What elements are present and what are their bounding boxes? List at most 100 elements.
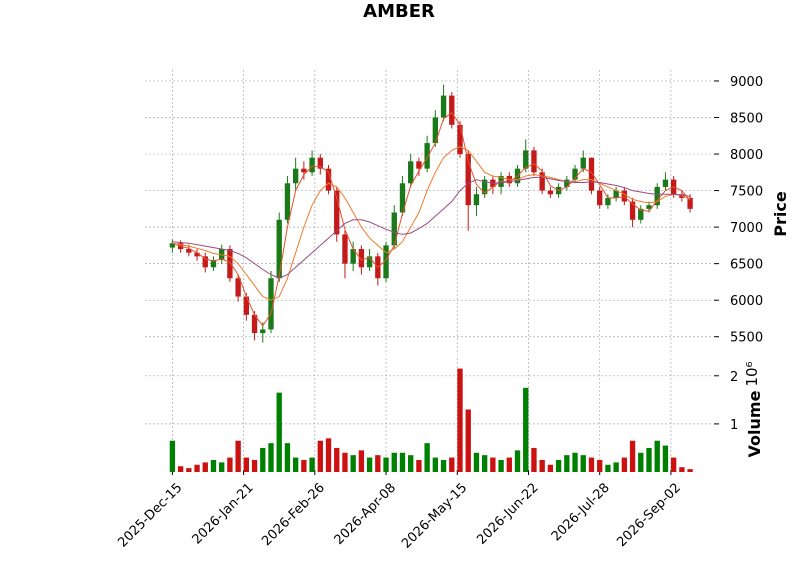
volume-bar xyxy=(572,452,578,472)
candle-body xyxy=(317,157,323,169)
y-tick-label: 7500 xyxy=(730,185,763,200)
y-tick-label: 8000 xyxy=(730,148,763,163)
candle-body xyxy=(260,329,266,334)
candle-body xyxy=(251,314,258,334)
volume-bar xyxy=(432,457,439,472)
candle-body xyxy=(613,190,619,198)
volume-bar xyxy=(408,455,414,472)
volume-bar xyxy=(276,392,282,472)
candle-body xyxy=(268,278,274,330)
volume-bar xyxy=(309,457,315,472)
candle-body xyxy=(210,260,217,268)
volume-bar xyxy=(539,459,545,472)
volume-bar xyxy=(588,457,595,472)
volume-bar xyxy=(416,459,422,472)
candle-body xyxy=(301,168,307,173)
volume-bar xyxy=(481,455,488,472)
volume-scale-label: 10⁶ xyxy=(743,361,761,386)
candle-body xyxy=(424,143,430,169)
candle-body xyxy=(391,212,397,246)
candle-body xyxy=(572,168,578,180)
candle-body xyxy=(350,249,356,264)
candle-body xyxy=(227,249,233,279)
candle-body xyxy=(457,124,463,155)
volume-bar xyxy=(597,459,603,472)
volume-bar xyxy=(383,457,389,472)
y-tick-label: 7000 xyxy=(730,221,763,236)
x-tick-label: 2026-Jul-28 xyxy=(549,480,613,544)
volume-tick-label: 1 xyxy=(730,418,738,433)
y-axis-label: Price xyxy=(771,191,790,237)
volume-bar xyxy=(547,464,554,472)
candle-body xyxy=(440,95,447,118)
candle-body xyxy=(638,208,644,220)
candle-body xyxy=(662,179,669,187)
volume-bar xyxy=(301,459,307,472)
candle-body xyxy=(202,256,208,268)
volume-bar xyxy=(449,457,455,472)
volume-bar xyxy=(292,457,299,472)
candle-body xyxy=(235,278,241,297)
x-tick-label: 2025-Dec-15 xyxy=(115,480,185,550)
candle-body xyxy=(169,243,176,248)
y-tick-label: 6000 xyxy=(730,294,763,309)
volume-bar xyxy=(342,452,348,472)
volume-bar xyxy=(490,457,496,472)
y-tick-label: 8500 xyxy=(730,112,763,127)
volume-bar xyxy=(555,459,562,472)
volume-bar xyxy=(440,459,447,472)
candle-body xyxy=(646,205,652,209)
candle-body xyxy=(465,154,471,206)
volume-bar xyxy=(194,464,200,472)
volume-bar xyxy=(687,469,693,472)
y-tick-label: 5500 xyxy=(730,331,763,346)
x-tick-label: 2026-Jan-21 xyxy=(190,480,257,547)
candle-body xyxy=(416,161,422,169)
volume-bar xyxy=(334,447,340,472)
moving-average-line xyxy=(172,176,691,279)
candle-body xyxy=(588,157,595,191)
candle-body xyxy=(325,168,332,191)
candle-body xyxy=(358,249,365,268)
candle-body xyxy=(383,245,389,279)
candle-body xyxy=(292,168,299,184)
volume-bar xyxy=(629,440,636,472)
candle-body xyxy=(580,157,586,169)
candle-body xyxy=(399,183,406,213)
candle-body xyxy=(654,186,660,206)
candle-body xyxy=(284,183,291,220)
volume-bar xyxy=(186,468,192,472)
volume-bar xyxy=(654,440,660,472)
volume-bar xyxy=(679,467,685,472)
candle-body xyxy=(276,219,282,279)
volume-bar xyxy=(202,462,208,472)
candle-body xyxy=(194,252,200,257)
candle-body xyxy=(547,190,554,195)
candle-body xyxy=(539,172,545,191)
volume-bar xyxy=(514,450,521,472)
volume-bar xyxy=(169,440,176,472)
volume-bar xyxy=(366,457,373,472)
volume-bar xyxy=(424,443,430,472)
volume-bar xyxy=(358,450,365,472)
volume-bar xyxy=(580,455,586,472)
volume-bar xyxy=(325,438,332,472)
volume-bar xyxy=(465,409,471,472)
volume-bar xyxy=(210,459,217,472)
volume-bar xyxy=(564,455,570,472)
candle-body xyxy=(629,201,636,220)
x-tick-label: 2026-Feb-26 xyxy=(259,480,328,549)
candle-body xyxy=(523,150,529,169)
candle-body xyxy=(309,157,315,173)
candle-body xyxy=(597,190,603,206)
volume-bar xyxy=(473,452,480,472)
candle-body xyxy=(432,117,439,144)
volume-bar xyxy=(350,455,356,472)
volume-bar xyxy=(613,462,619,472)
candle-body xyxy=(481,179,488,195)
volume-bar xyxy=(177,466,184,472)
volume-bar xyxy=(284,443,291,472)
volume-bar xyxy=(646,447,652,472)
candle-body xyxy=(473,194,480,206)
